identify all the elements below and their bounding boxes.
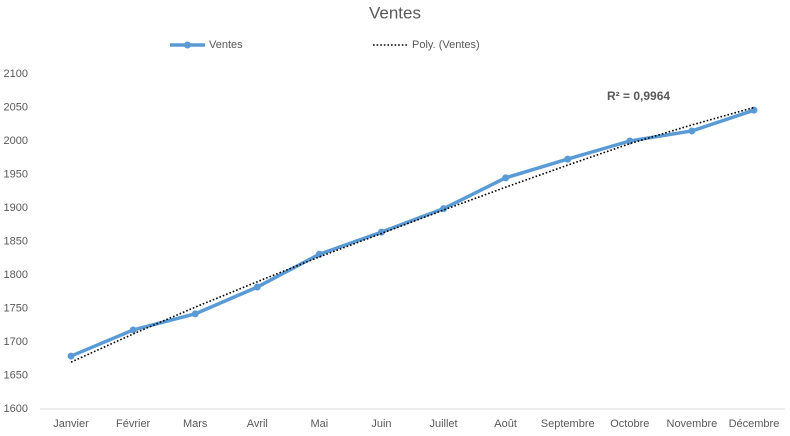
y-tick-label: 1900 [4, 202, 28, 214]
x-tick-label: Février [116, 418, 151, 430]
y-tick-label: 2100 [4, 68, 28, 80]
x-tick-label: Juin [371, 418, 391, 430]
marker [688, 127, 696, 135]
marker [564, 155, 572, 163]
y-tick-label: 1750 [4, 302, 28, 314]
y-tick-label: 2000 [4, 135, 28, 147]
marker [253, 283, 261, 291]
y-tick-label: 1950 [4, 168, 28, 180]
annotation: R² = 0,9964 [607, 89, 670, 103]
trend-line [70, 106, 755, 363]
x-tick-label: Août [494, 418, 517, 430]
marker [377, 228, 385, 236]
x-tick-label: Avril [247, 418, 268, 430]
x-tick-label: Janvier [53, 418, 89, 430]
legend-label: Poly. (Ventes) [412, 39, 480, 51]
marker [191, 310, 199, 318]
y-tick-label: 2050 [4, 101, 28, 113]
y-tick-label: 1850 [4, 235, 28, 247]
y-tick-label: 1650 [4, 369, 28, 381]
marker [129, 326, 137, 334]
marker [315, 250, 323, 258]
x-tick-label: Octobre [610, 418, 649, 430]
marker [750, 106, 758, 114]
y-tick-label: 1700 [4, 336, 28, 348]
x-tick-label: Novembre [667, 418, 718, 430]
x-tick-label: Mars [183, 418, 208, 430]
legend-marker [184, 41, 191, 49]
marker [67, 352, 75, 360]
series-line [70, 108, 755, 358]
marker [502, 174, 510, 182]
y-tick-label: 1600 [4, 403, 28, 415]
x-tick-label: Décembre [729, 418, 780, 430]
chart-title: Ventes [369, 3, 421, 22]
x-tick-label: Mai [311, 418, 329, 430]
x-tick-label: Juillet [429, 418, 457, 430]
legend-label: Ventes [209, 39, 243, 51]
y-tick-label: 1800 [4, 269, 28, 281]
x-tick-label: Septembre [541, 418, 595, 430]
